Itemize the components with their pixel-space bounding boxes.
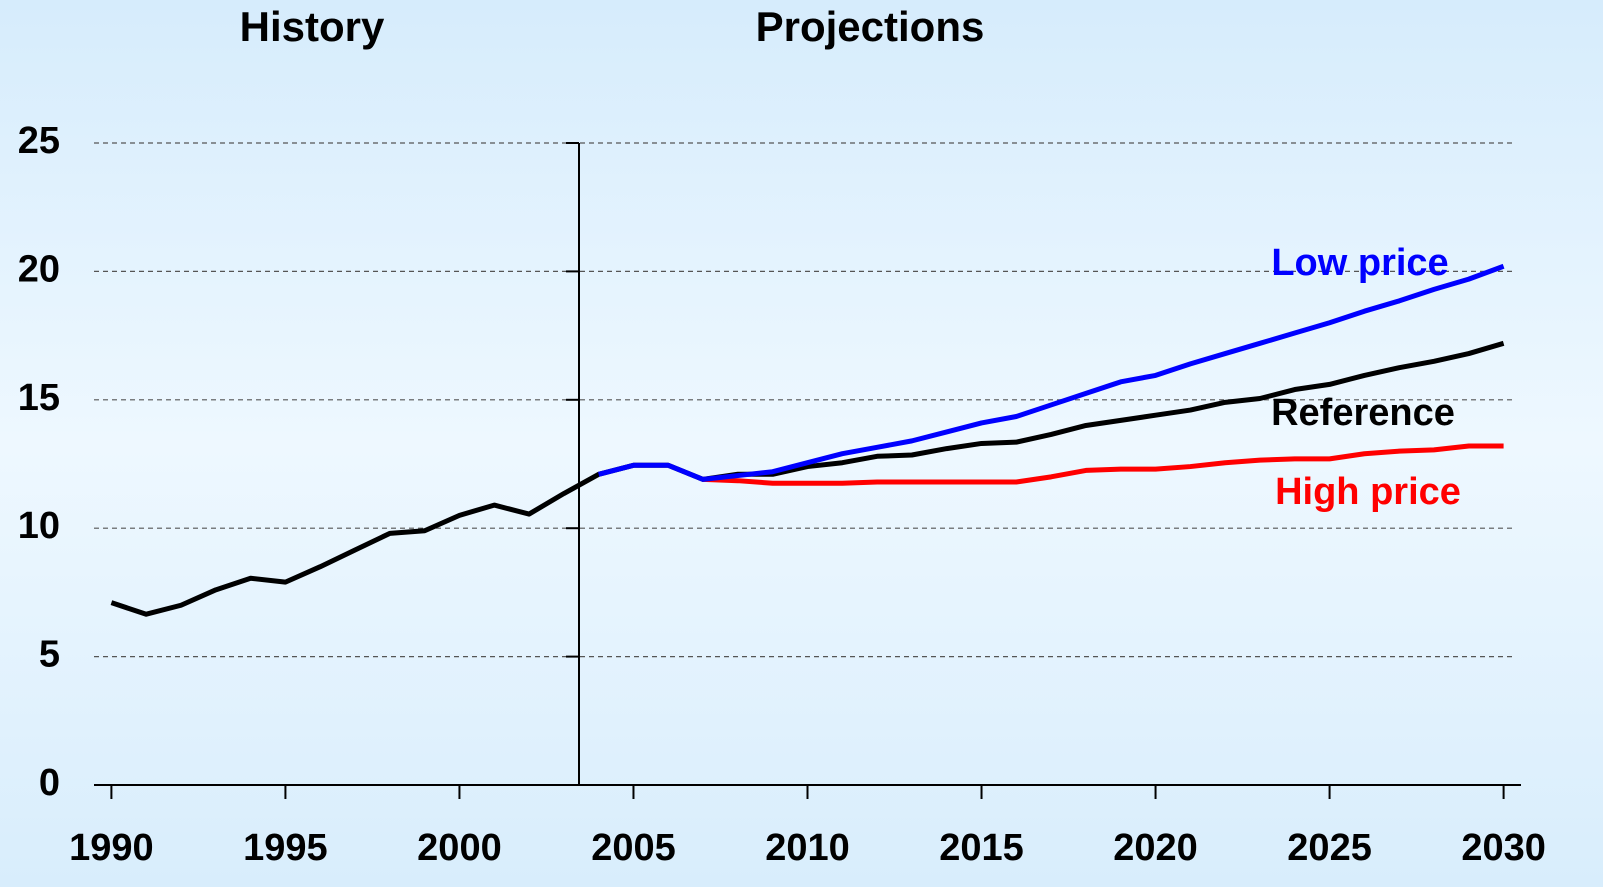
y-tick-label: 10 (18, 505, 60, 547)
y-tick-label: 15 (18, 377, 60, 419)
x-tick-label: 2015 (939, 827, 1024, 869)
series-label: Low price (1271, 242, 1448, 284)
x-tick-label: 2030 (1461, 827, 1546, 869)
series-line (702, 443, 1504, 486)
history-label: History (240, 3, 385, 50)
series-label: High price (1275, 471, 1461, 513)
y-tick-label: 25 (18, 120, 60, 162)
y-tick-label: 0 (39, 762, 60, 804)
series-line (598, 263, 1505, 482)
series-label: Reference (1271, 392, 1455, 434)
x-tick-label: 2020 (1113, 827, 1198, 869)
x-tick-label: 2025 (1287, 827, 1372, 869)
y-tick-label: 5 (39, 634, 60, 676)
x-tick-label: 1995 (243, 827, 328, 869)
x-tick-label: 1990 (69, 827, 154, 869)
y-tick-label: 20 (18, 248, 60, 290)
projections-label: Projections (756, 3, 985, 50)
x-tick-label: 2005 (591, 827, 676, 869)
series-line (110, 340, 1505, 617)
x-tick-label: 2010 (765, 827, 850, 869)
x-tick-label: 2000 (417, 827, 502, 869)
